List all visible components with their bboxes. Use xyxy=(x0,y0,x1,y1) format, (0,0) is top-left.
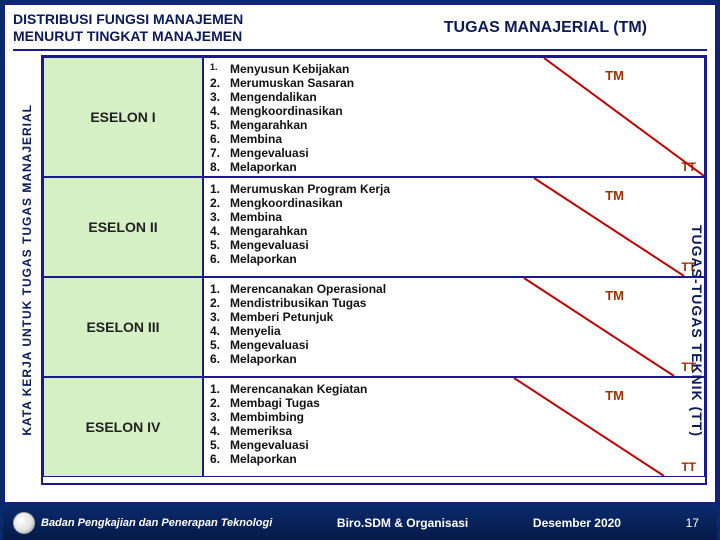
task-list: 1.Merencanakan Operasional2.Mendistribus… xyxy=(210,282,698,366)
task-text: Merumuskan Program Kerja xyxy=(230,182,698,196)
slide: DISTRIBUSI FUNGSI MANAJEMEN MENURUT TING… xyxy=(3,3,717,504)
task-text: Merencanakan Kegiatan xyxy=(230,382,698,396)
task-text: Mendistribusikan Tugas xyxy=(230,296,698,310)
eselon-cell: ESELON I xyxy=(43,57,203,177)
tm-label: TM xyxy=(605,388,624,403)
task-number: 4. xyxy=(210,104,230,118)
y-axis-text: KATA KERJA UNTUK TUGAS TUGAS MANAJERIAL xyxy=(20,104,34,436)
task-text: Menyusun Kebijakan xyxy=(230,62,698,76)
task-text: Merumuskan Sasaran xyxy=(230,76,698,90)
footer-left: Badan Pengkajian dan Penerapan Teknologi xyxy=(13,512,272,534)
task-number: 5. xyxy=(210,338,230,352)
task-number: 2. xyxy=(210,76,230,90)
task-text: Mengkoordinasikan xyxy=(230,104,698,118)
task-number: 4. xyxy=(210,224,230,238)
task-text: Mengevaluasi xyxy=(230,438,698,452)
eselon-cell: ESELON IV xyxy=(43,377,203,477)
footer-center: Biro.SDM & Organisasi xyxy=(337,516,468,530)
tasks-cell: 1.Merencanakan Kegiatan2.Membagi Tugas3.… xyxy=(203,377,705,477)
task-number: 7. xyxy=(210,146,230,160)
tasks-cell: 1.Menyusun Kebijakan2.Merumuskan Sasaran… xyxy=(203,57,705,177)
task-text: Membagi Tugas xyxy=(230,396,698,410)
task-number: 2. xyxy=(210,396,230,410)
task-text: Membina xyxy=(230,210,698,224)
task-number: 2. xyxy=(210,196,230,210)
footer-bar: Badan Pengkajian dan Penerapan Teknologi… xyxy=(3,506,717,540)
task-number: 6. xyxy=(210,352,230,366)
task-text: Melaporkan xyxy=(230,252,698,266)
bppt-logo-icon xyxy=(13,512,35,534)
task-number: 3. xyxy=(210,310,230,324)
task-text: Melaporkan xyxy=(230,160,698,174)
task-number: 6. xyxy=(210,252,230,266)
y-axis-label: KATA KERJA UNTUK TUGAS TUGAS MANAJERIAL xyxy=(13,55,41,485)
footer-date: Desember 2020 xyxy=(533,516,621,530)
task-text: Mengkoordinasikan xyxy=(230,196,698,210)
task-text: Mengevaluasi xyxy=(230,238,698,252)
task-text: Memberi Petunjuk xyxy=(230,310,698,324)
eselon-cell: ESELON III xyxy=(43,277,203,377)
header-right: TUGAS MANAJERIAL (TM) xyxy=(444,19,707,37)
task-list: 1.Menyusun Kebijakan2.Merumuskan Sasaran… xyxy=(210,62,698,174)
right-axis-label: TUGAS-TUGAS TEKNIK (TT) xyxy=(689,225,705,437)
task-text: Melaporkan xyxy=(230,352,698,366)
footer-org: Badan Pengkajian dan Penerapan Teknologi xyxy=(41,517,272,529)
task-list: 1.Merencanakan Kegiatan2.Membagi Tugas3.… xyxy=(210,382,698,466)
tm-label: TM xyxy=(605,288,624,303)
task-text: Mengevaluasi xyxy=(230,146,698,160)
body-area: KATA KERJA UNTUK TUGAS TUGAS MANAJERIAL … xyxy=(13,55,707,485)
task-text: Memeriksa xyxy=(230,424,698,438)
task-number: 4. xyxy=(210,424,230,438)
eselon-cell: ESELON II xyxy=(43,177,203,277)
management-grid: ESELON I1.Menyusun Kebijakan2.Merumuskan… xyxy=(41,55,707,485)
task-number: 3. xyxy=(210,210,230,224)
task-number: 1. xyxy=(210,282,230,296)
task-text: Mengendalikan xyxy=(230,90,698,104)
task-number: 6. xyxy=(210,452,230,466)
task-text: Mengarahkan xyxy=(230,118,698,132)
task-number: 2. xyxy=(210,296,230,310)
tt-label: TT xyxy=(681,160,696,174)
tm-label: TM xyxy=(605,68,624,83)
task-number: 5. xyxy=(210,438,230,452)
header-left-line2: MENURUT TINGKAT MANAJEMEN xyxy=(13,28,243,45)
task-text: Menyelia xyxy=(230,324,698,338)
tasks-cell: 1.Merumuskan Program Kerja2.Mengkoordina… xyxy=(203,177,705,277)
task-number: 1. xyxy=(210,62,230,76)
task-number: 3. xyxy=(210,90,230,104)
task-number: 3. xyxy=(210,410,230,424)
tm-label: TM xyxy=(605,188,624,203)
task-text: Membimbing xyxy=(230,410,698,424)
tt-label: TT xyxy=(681,460,696,474)
task-number: 5. xyxy=(210,238,230,252)
header-left-line1: DISTRIBUSI FUNGSI MANAJEMEN xyxy=(13,11,243,28)
task-text: Melaporkan xyxy=(230,452,698,466)
task-number: 8. xyxy=(210,160,230,174)
task-text: Mengarahkan xyxy=(230,224,698,238)
task-list: 1.Merumuskan Program Kerja2.Mengkoordina… xyxy=(210,182,698,266)
tasks-cell: 1.Merencanakan Operasional2.Mendistribus… xyxy=(203,277,705,377)
task-text: Merencanakan Operasional xyxy=(230,282,698,296)
task-number: 1. xyxy=(210,182,230,196)
task-number: 1. xyxy=(210,382,230,396)
header-left: DISTRIBUSI FUNGSI MANAJEMEN MENURUT TING… xyxy=(13,11,243,45)
task-number: 4. xyxy=(210,324,230,338)
task-number: 6. xyxy=(210,132,230,146)
task-number: 5. xyxy=(210,118,230,132)
task-text: Membina xyxy=(230,132,698,146)
header: DISTRIBUSI FUNGSI MANAJEMEN MENURUT TING… xyxy=(13,11,707,51)
page-number: 17 xyxy=(686,516,699,530)
task-text: Mengevaluasi xyxy=(230,338,698,352)
